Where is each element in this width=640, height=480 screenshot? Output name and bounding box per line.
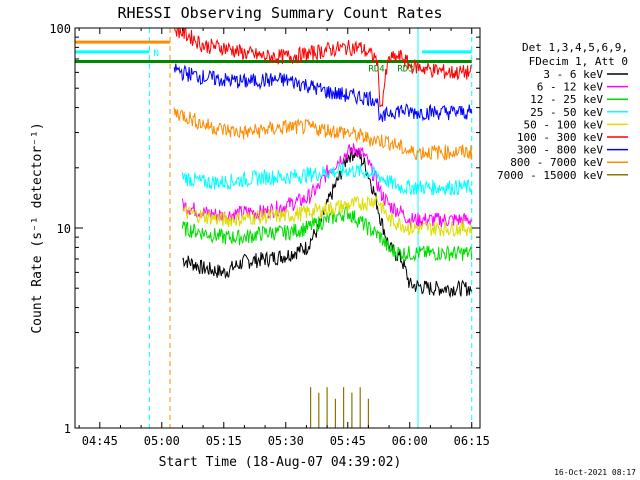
x-tick-label: 05:30 bbox=[268, 434, 304, 448]
y-axis: 1 10 100 bbox=[49, 22, 480, 436]
annotation-label: RD4 bbox=[368, 64, 384, 74]
legend-entry-label: 800 - 7000 keV bbox=[510, 156, 603, 169]
x-tick-label: 06:00 bbox=[392, 434, 428, 448]
series-line bbox=[173, 107, 473, 162]
series-line bbox=[174, 28, 472, 108]
footer-timestamp: 16-Oct-2021 08:17 bbox=[554, 468, 636, 477]
legend-header: Det 1,3,4,5,6,9, bbox=[522, 41, 628, 54]
legend: Det 1,3,4,5,6,9,FDecim 1, Att 03 - 6 keV… bbox=[497, 41, 628, 182]
legend-entry-label: 300 - 800 keV bbox=[517, 144, 603, 157]
legend-entry-label: 12 - 25 keV bbox=[530, 93, 603, 106]
legend-entry-label: 7000 - 15000 keV bbox=[497, 169, 603, 182]
x-tick-label: 05:00 bbox=[144, 434, 180, 448]
x-tick-label: 05:15 bbox=[206, 434, 242, 448]
x-axis: 04:45 05:00 05:15 05:30 05:45 06:00 06:15 bbox=[78, 28, 490, 448]
chart-title: RHESSI Observing Summary Count Rates bbox=[117, 4, 442, 22]
y-tick-label: 100 bbox=[49, 22, 71, 36]
legend-entry-label: 25 - 50 keV bbox=[530, 106, 603, 119]
x-tick-label: 06:15 bbox=[454, 434, 490, 448]
annotation-label: N bbox=[154, 49, 159, 59]
plot-area: N RD4 RD3 bbox=[75, 28, 473, 428]
legend-entry-label: 6 - 12 keV bbox=[537, 81, 604, 94]
annotation-label: RD3 bbox=[397, 64, 413, 74]
x-tick-label: 05:45 bbox=[330, 434, 366, 448]
y-axis-label: Count Rate (s⁻¹ detector⁻¹) bbox=[30, 122, 45, 333]
series-line bbox=[181, 161, 473, 196]
y-tick-label: 10 bbox=[57, 222, 71, 236]
legend-entry-label: 50 - 100 keV bbox=[524, 118, 604, 131]
legend-header: FDecim 1, Att 0 bbox=[529, 55, 628, 68]
series-line bbox=[173, 63, 473, 122]
series-line bbox=[181, 195, 473, 237]
y-tick-label: 1 bbox=[64, 422, 71, 436]
x-tick-label: 04:45 bbox=[82, 434, 118, 448]
legend-entry-label: 3 - 6 keV bbox=[543, 68, 603, 81]
x-axis-label: Start Time (18-Aug-07 04:39:02) bbox=[159, 455, 402, 470]
series-line bbox=[182, 147, 473, 299]
series-line bbox=[310, 387, 369, 428]
legend-entry-label: 100 - 300 keV bbox=[517, 131, 603, 144]
